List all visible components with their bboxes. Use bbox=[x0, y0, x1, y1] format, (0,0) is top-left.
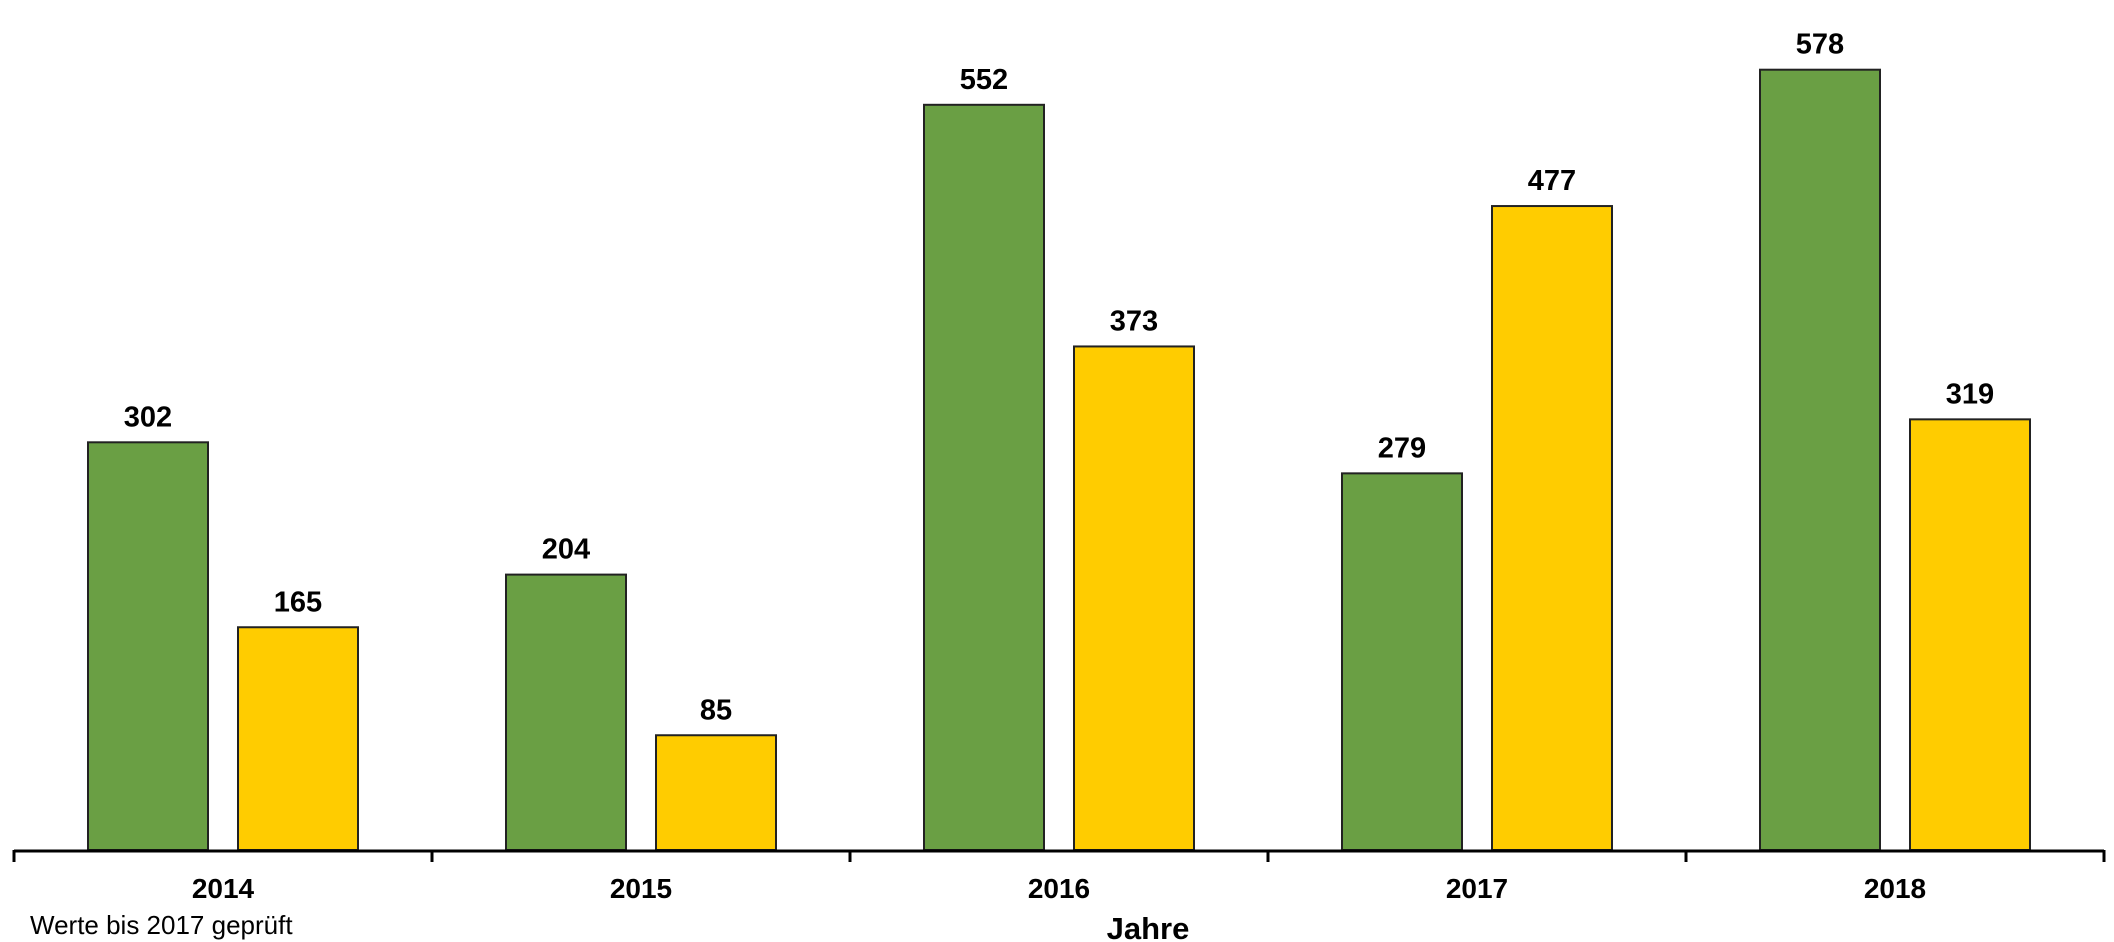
bar-series-2-2017 bbox=[1491, 205, 1613, 852]
bar-series-1-2018 bbox=[1759, 68, 1881, 851]
x-tick-labels-layer: 2014 2015 2016 2017 2018 bbox=[192, 873, 1926, 904]
bar-series-1-2015 bbox=[505, 573, 627, 851]
x-tick-label: 2014 bbox=[192, 873, 255, 904]
data-label-series-1-2017: 279 bbox=[1378, 432, 1426, 464]
data-label-series-2-2015: 85 bbox=[700, 694, 732, 726]
bar-series-1-2014 bbox=[87, 441, 209, 851]
bar-series-2-2015 bbox=[655, 734, 777, 851]
data-label-series-1-2016: 552 bbox=[960, 64, 1008, 96]
data-label-series-1-2015: 204 bbox=[542, 534, 590, 566]
data-label-series-2-2014: 165 bbox=[274, 586, 322, 618]
x-tick-label: 2015 bbox=[610, 873, 672, 904]
footnote: Werte bis 2017 geprüft bbox=[30, 910, 293, 940]
bar-series-1-2016 bbox=[923, 103, 1045, 852]
bar-series-2-2014 bbox=[237, 626, 359, 851]
x-tick-label: 2016 bbox=[1028, 873, 1090, 904]
x-axis-title: Jahre bbox=[1107, 911, 1190, 942]
bar-series-1-2017 bbox=[1341, 472, 1463, 851]
data-label-series-2-2017: 477 bbox=[1528, 165, 1576, 197]
bars-layer bbox=[87, 68, 2031, 852]
data-label-series-1-2018: 578 bbox=[1796, 29, 1844, 61]
data-label-series-2-2018: 319 bbox=[1946, 378, 1994, 410]
value-labels-layer: 302 165 204 85 552 373 279 477 578 319 bbox=[124, 29, 1994, 727]
bar-series-2-2016 bbox=[1073, 345, 1195, 851]
x-ticks-layer bbox=[12, 850, 2106, 862]
x-tick-label: 2018 bbox=[1864, 873, 1926, 904]
data-label-series-1-2014: 302 bbox=[124, 401, 172, 433]
x-tick-label: 2017 bbox=[1446, 873, 1508, 904]
data-label-series-2-2016: 373 bbox=[1110, 305, 1158, 337]
bar-series-2-2018 bbox=[1909, 418, 2031, 851]
